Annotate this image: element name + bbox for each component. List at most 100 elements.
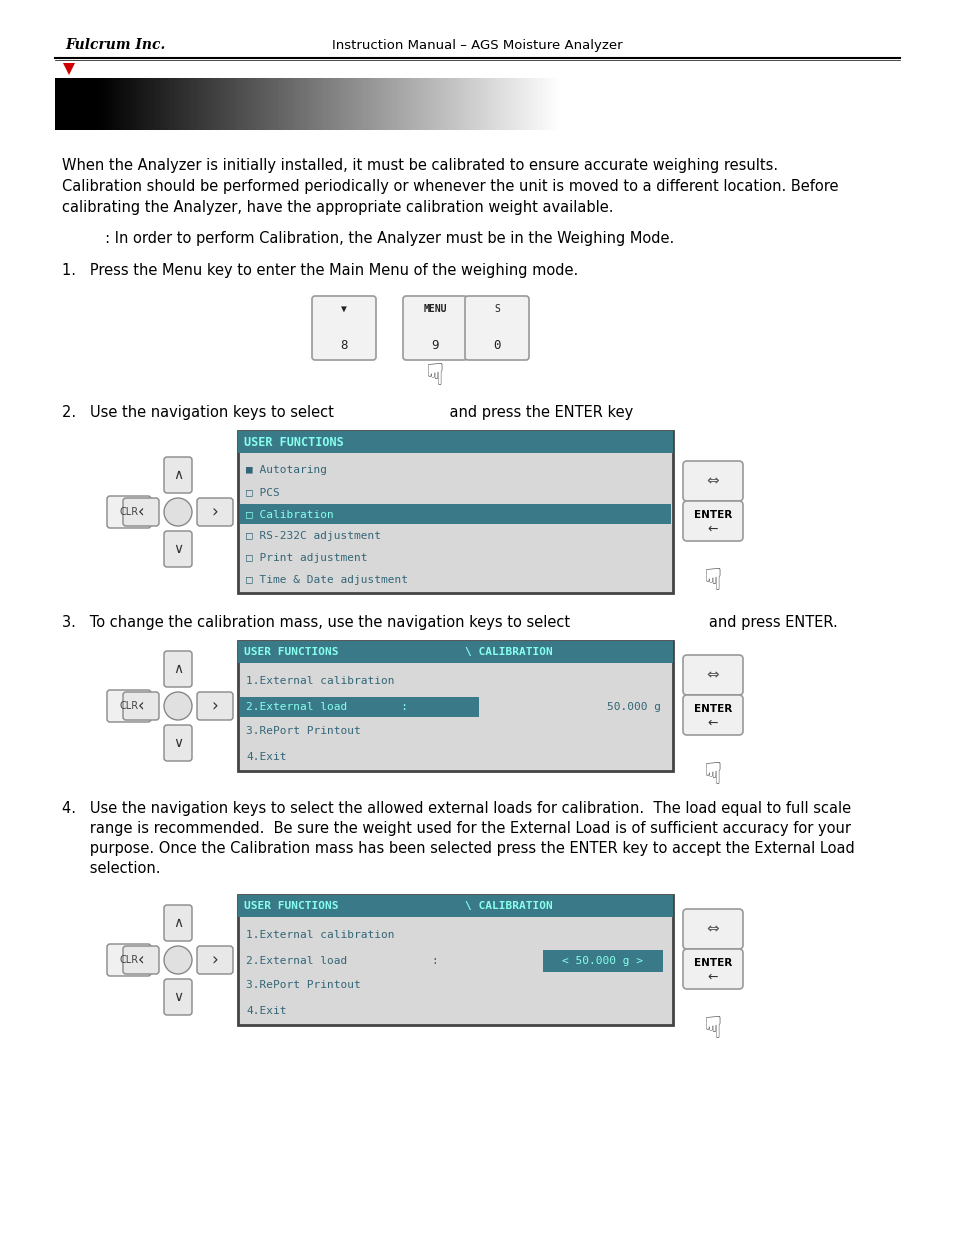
Text: \ CALIBRATION: \ CALIBRATION <box>465 647 553 657</box>
Text: 3.RePort Printout: 3.RePort Printout <box>246 981 360 990</box>
Text: MENU: MENU <box>423 304 446 314</box>
Text: ←: ← <box>707 522 718 536</box>
Text: □ Print adjustment: □ Print adjustment <box>246 553 367 563</box>
Text: ›: › <box>212 503 218 521</box>
Text: Fulcrum Inc.: Fulcrum Inc. <box>65 38 165 52</box>
FancyBboxPatch shape <box>682 695 742 735</box>
Text: USER FUNCTIONS: USER FUNCTIONS <box>244 436 343 448</box>
Text: 4.Exit: 4.Exit <box>246 752 286 762</box>
Text: range is recommended.  Be sure the weight used for the External Load is of suffi: range is recommended. Be sure the weight… <box>62 821 850 836</box>
Text: ENTER: ENTER <box>693 704 731 714</box>
FancyBboxPatch shape <box>402 296 467 359</box>
Text: CLR: CLR <box>119 955 138 965</box>
Text: USER FUNCTIONS: USER FUNCTIONS <box>244 647 338 657</box>
Text: 1.External calibration: 1.External calibration <box>246 930 395 941</box>
Text: 3.   To change the calibration mass, use the navigation keys to select          : 3. To change the calibration mass, use t… <box>62 615 837 630</box>
FancyBboxPatch shape <box>682 948 742 989</box>
FancyBboxPatch shape <box>164 651 192 687</box>
Text: ›: › <box>212 951 218 969</box>
Text: □ Time & Date adjustment: □ Time & Date adjustment <box>246 576 408 585</box>
Text: selection.: selection. <box>62 861 160 876</box>
Text: □ RS-232C adjustment: □ RS-232C adjustment <box>246 531 380 541</box>
Text: 2.External load        :: 2.External load : <box>246 701 408 711</box>
Bar <box>237 895 672 1025</box>
Circle shape <box>164 946 192 974</box>
Text: ∨: ∨ <box>172 736 183 750</box>
Text: ›: › <box>212 697 218 715</box>
FancyBboxPatch shape <box>123 498 159 526</box>
Circle shape <box>164 692 192 720</box>
Text: ■ Autotaring: ■ Autotaring <box>246 466 327 475</box>
Bar <box>237 431 672 593</box>
Bar <box>542 950 662 972</box>
FancyBboxPatch shape <box>682 655 742 695</box>
FancyBboxPatch shape <box>196 946 233 974</box>
Text: 4.   Use the navigation keys to select the allowed external loads for calibratio: 4. Use the navigation keys to select the… <box>62 802 850 816</box>
Text: ⇔: ⇔ <box>706 921 719 936</box>
Text: purpose. Once the Calibration mass has been selected press the ENTER key to acce: purpose. Once the Calibration mass has b… <box>62 841 854 856</box>
Bar <box>237 641 672 663</box>
Text: USER FUNCTIONS: USER FUNCTIONS <box>244 902 338 911</box>
Bar <box>237 895 672 918</box>
Circle shape <box>164 498 192 526</box>
Text: 0: 0 <box>493 338 500 352</box>
Text: S: S <box>494 304 499 314</box>
FancyBboxPatch shape <box>164 531 192 567</box>
Text: ∨: ∨ <box>172 990 183 1004</box>
Text: < 50.000 g >: < 50.000 g > <box>562 956 643 966</box>
Text: Instruction Manual – AGS Moisture Analyzer: Instruction Manual – AGS Moisture Analyz… <box>332 38 621 52</box>
Text: □ Calibration: □ Calibration <box>246 509 334 519</box>
FancyBboxPatch shape <box>164 905 192 941</box>
FancyBboxPatch shape <box>123 692 159 720</box>
Text: 1.External calibration: 1.External calibration <box>246 677 395 687</box>
Text: ∧: ∧ <box>172 916 183 930</box>
Bar <box>237 431 672 453</box>
Text: ←: ← <box>707 716 718 730</box>
FancyBboxPatch shape <box>312 296 375 359</box>
Text: ∧: ∧ <box>172 468 183 482</box>
Text: \ CALIBRATION: \ CALIBRATION <box>465 902 553 911</box>
Text: ←: ← <box>707 971 718 983</box>
FancyBboxPatch shape <box>107 944 151 976</box>
FancyBboxPatch shape <box>107 690 151 722</box>
Text: 3.RePort Printout: 3.RePort Printout <box>246 726 360 736</box>
Text: ENTER: ENTER <box>693 958 731 968</box>
Text: ENTER: ENTER <box>693 510 731 520</box>
Text: When the Analyzer is initially installed, it must be calibrated to ensure accura: When the Analyzer is initially installed… <box>62 158 778 173</box>
Text: ⇔: ⇔ <box>706 667 719 683</box>
Text: 50.000 g: 50.000 g <box>606 701 660 711</box>
Text: 4.Exit: 4.Exit <box>246 1005 286 1015</box>
FancyBboxPatch shape <box>164 457 192 493</box>
FancyBboxPatch shape <box>107 496 151 529</box>
Text: 2.External load: 2.External load <box>246 956 347 966</box>
Text: CLR: CLR <box>119 508 138 517</box>
Text: : In order to perform Calibration, the Analyzer must be in the Weighing Mode.: : In order to perform Calibration, the A… <box>82 231 674 246</box>
Text: ‹: ‹ <box>137 503 144 521</box>
FancyBboxPatch shape <box>682 501 742 541</box>
FancyBboxPatch shape <box>464 296 529 359</box>
Bar <box>240 697 478 716</box>
Text: 1.   Press the Menu key to enter the Main Menu of the weighing mode.: 1. Press the Menu key to enter the Main … <box>62 263 578 278</box>
Text: ∧: ∧ <box>172 662 183 676</box>
Text: ‹: ‹ <box>137 697 144 715</box>
FancyBboxPatch shape <box>164 979 192 1015</box>
Text: calibrating the Analyzer, have the appropriate calibration weight available.: calibrating the Analyzer, have the appro… <box>62 200 613 215</box>
FancyBboxPatch shape <box>196 692 233 720</box>
Bar <box>240 504 670 524</box>
FancyBboxPatch shape <box>123 946 159 974</box>
Text: Calibration should be performed periodically or whenever the unit is moved to a : Calibration should be performed periodic… <box>62 179 838 194</box>
Text: ▼: ▼ <box>341 304 347 314</box>
Text: 8: 8 <box>340 338 348 352</box>
Text: ∨: ∨ <box>172 542 183 556</box>
Polygon shape <box>63 63 75 75</box>
Bar <box>237 641 672 771</box>
FancyBboxPatch shape <box>682 461 742 501</box>
Text: :: : <box>431 956 437 966</box>
Text: ‹: ‹ <box>137 951 144 969</box>
Text: □ PCS: □ PCS <box>246 487 279 496</box>
Text: ☟: ☟ <box>703 1015 721 1044</box>
Text: 9: 9 <box>431 338 438 352</box>
Text: CLR: CLR <box>119 701 138 711</box>
Text: 2.   Use the navigation keys to select                         and press the ENT: 2. Use the navigation keys to select and… <box>62 405 633 420</box>
FancyBboxPatch shape <box>164 725 192 761</box>
